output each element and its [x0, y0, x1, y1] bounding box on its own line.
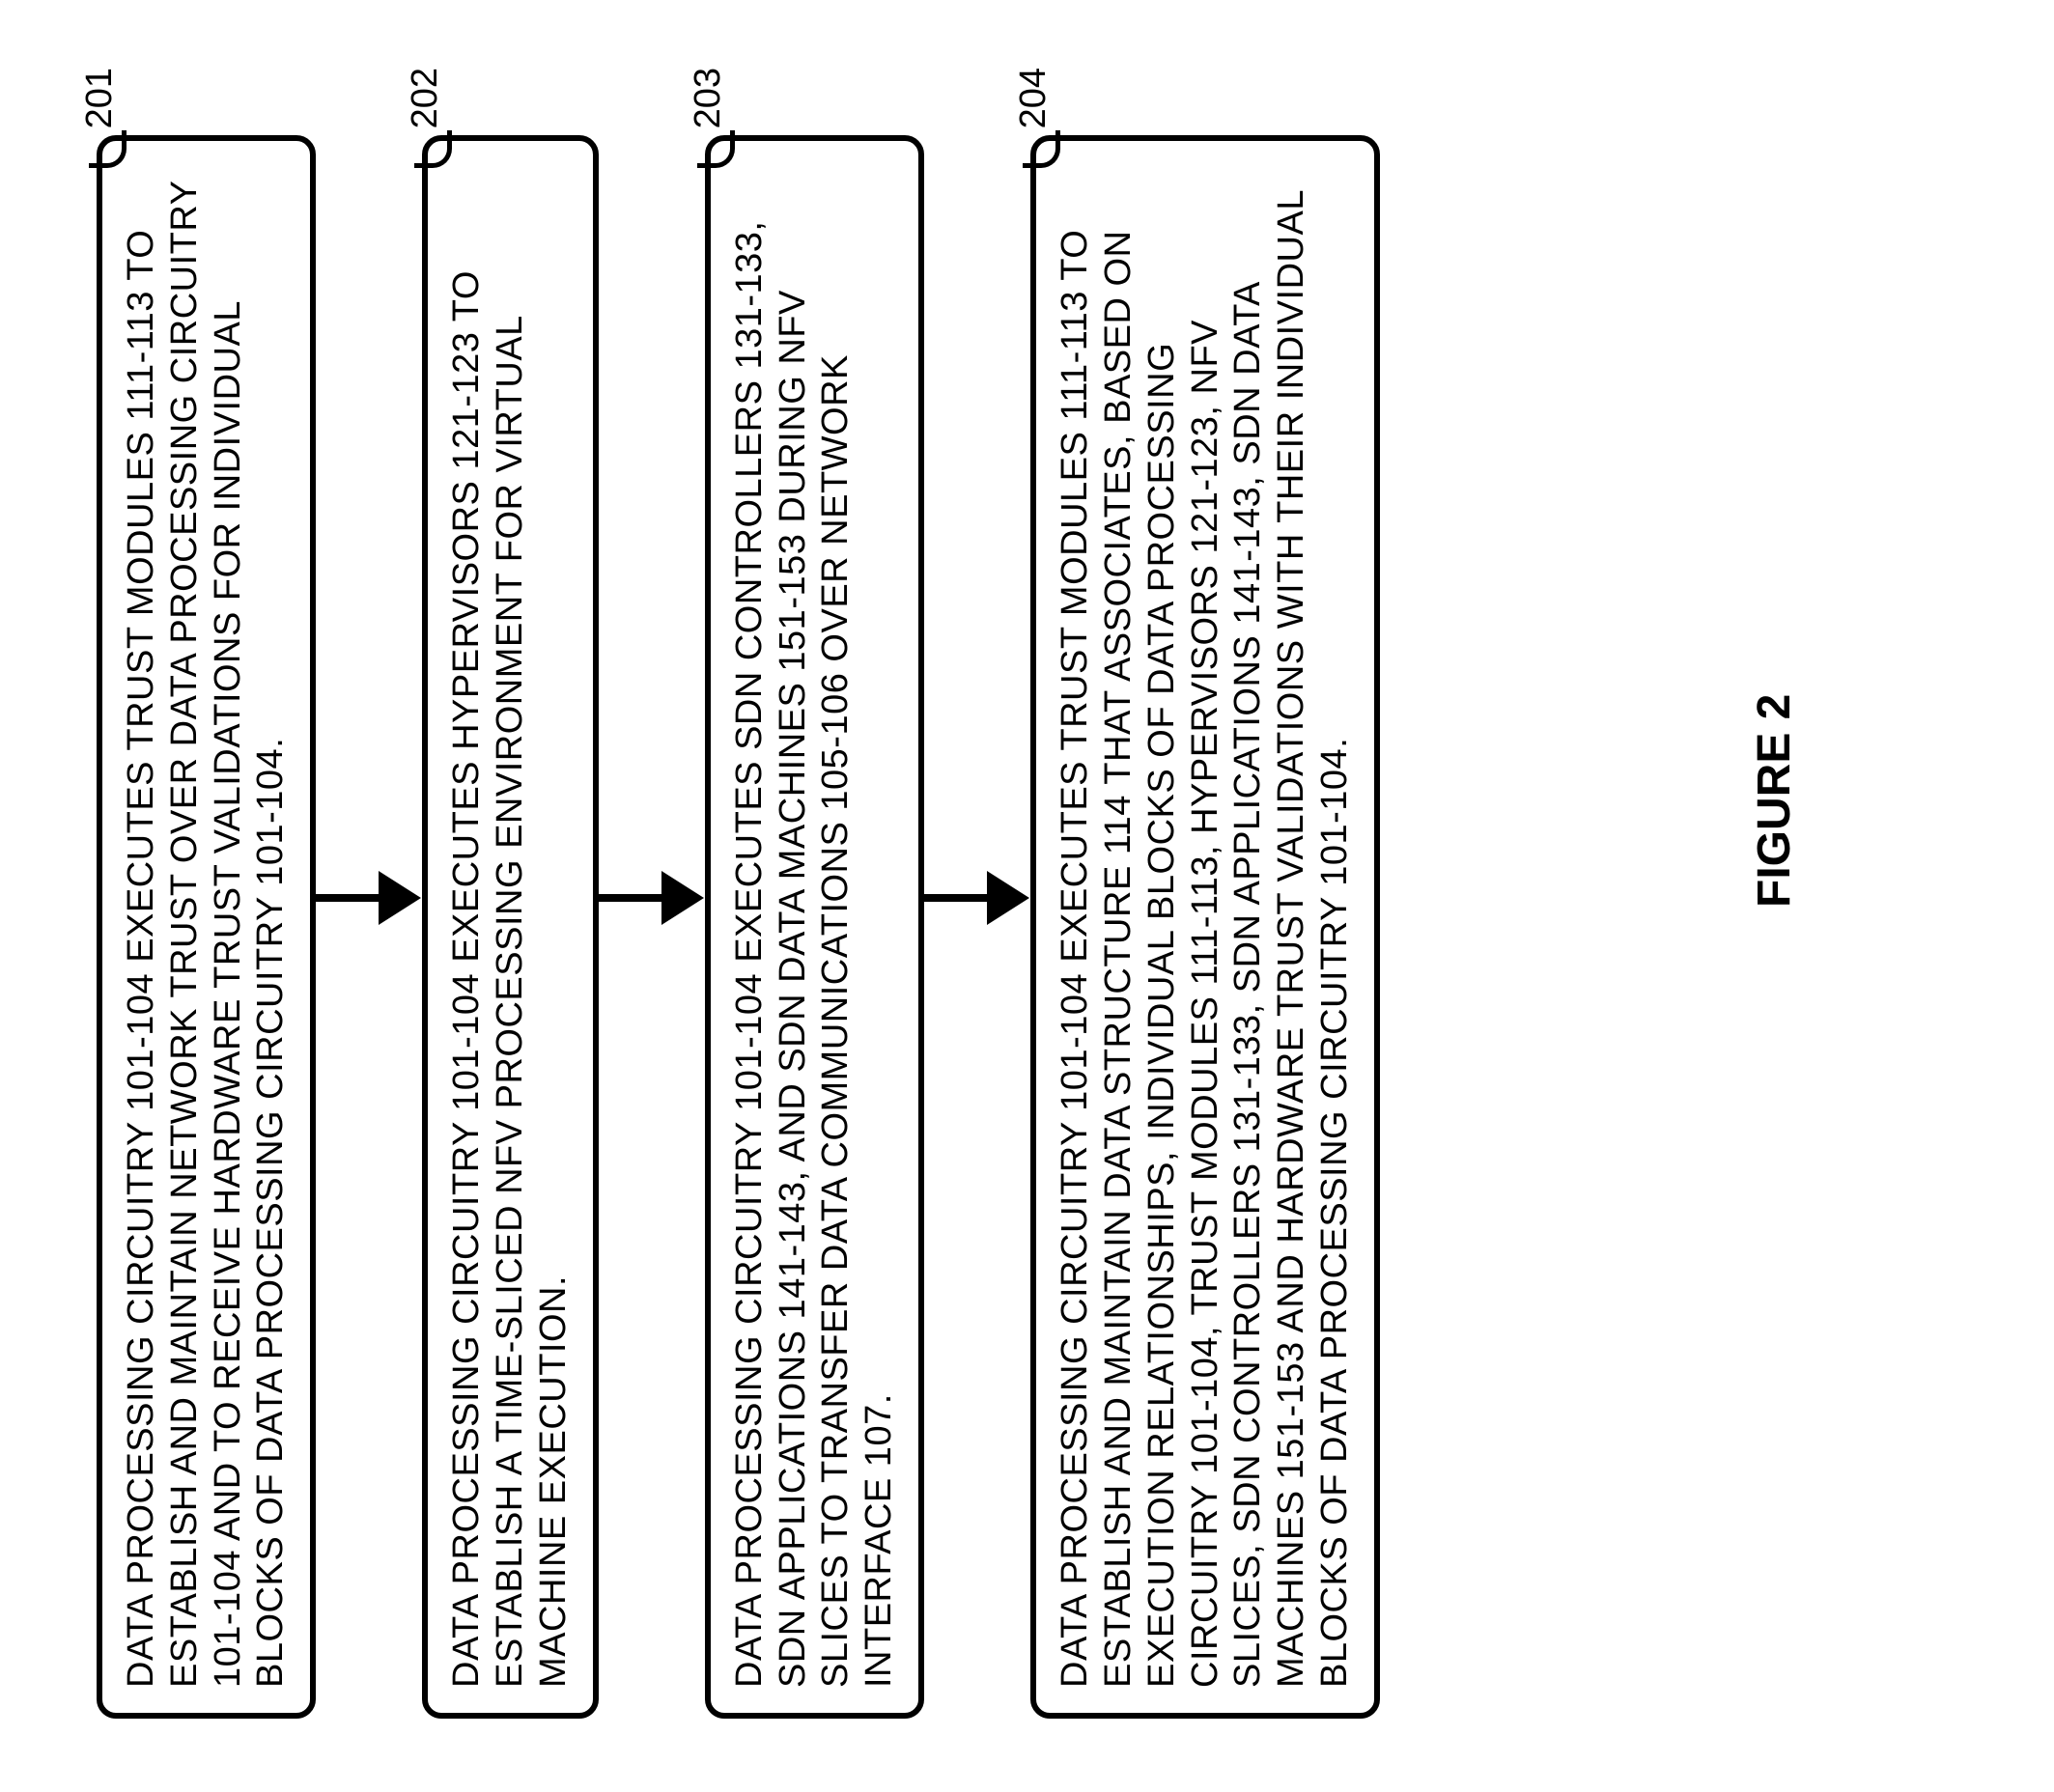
step-204: DATA PROCESSING CIRCUITRY 101-104 EXECUT… [1030, 135, 1380, 1719]
step-203-wrap: 203 DATA PROCESSING CIRCUITRY 101-104 EX… [705, 77, 924, 1719]
step-201: DATA PROCESSING CIRCUITRY 101-104 EXECUT… [97, 135, 316, 1719]
ref-204-text: 204 [1013, 68, 1054, 128]
page: 201 DATA PROCESSING CIRCUITRY 101-104 EX… [0, 0, 2054, 1792]
step-201-wrap: 201 DATA PROCESSING CIRCUITRY 101-104 EX… [97, 77, 316, 1719]
ref-201-text: 201 [79, 68, 120, 128]
ref-204: 204 [1013, 68, 1055, 168]
step-203: DATA PROCESSING CIRCUITRY 101-104 EXECUT… [705, 135, 924, 1719]
ref-203-text: 203 [688, 68, 728, 128]
step-202: DATA PROCESSING CIRCUITRY 101-104 EXECUT… [422, 135, 598, 1719]
ref-202-text: 202 [405, 68, 445, 128]
flowchart: 201 DATA PROCESSING CIRCUITRY 101-104 EX… [97, 77, 1380, 1719]
flowchart-rotated-container: 201 DATA PROCESSING CIRCUITRY 101-104 EX… [97, 77, 1931, 1719]
ref-202: 202 [405, 68, 446, 168]
ref-201: 201 [79, 68, 121, 168]
ref-203: 203 [688, 68, 729, 168]
step-204-wrap: 204 DATA PROCESSING CIRCUITRY 101-104 EX… [1030, 77, 1380, 1719]
step-202-wrap: 202 DATA PROCESSING CIRCUITRY 101-104 EX… [422, 77, 598, 1719]
figure-label: FIGURE 2 [1748, 694, 1801, 908]
